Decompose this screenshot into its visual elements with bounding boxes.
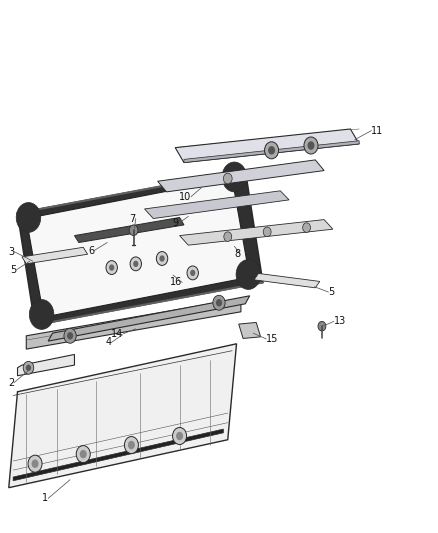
Text: 10: 10 <box>179 192 191 201</box>
Polygon shape <box>184 141 359 163</box>
Text: 2: 2 <box>8 378 14 387</box>
Circle shape <box>29 300 54 329</box>
Circle shape <box>64 328 76 343</box>
Circle shape <box>128 441 135 449</box>
Polygon shape <box>239 322 261 338</box>
Circle shape <box>16 203 41 232</box>
Circle shape <box>236 260 261 289</box>
Polygon shape <box>180 220 333 245</box>
Text: 4: 4 <box>106 337 112 347</box>
Circle shape <box>28 455 42 472</box>
Circle shape <box>190 270 195 276</box>
Polygon shape <box>13 429 223 481</box>
Circle shape <box>133 261 138 267</box>
Text: 16: 16 <box>170 278 182 287</box>
Text: 8: 8 <box>234 249 240 259</box>
Text: 9: 9 <box>173 219 179 228</box>
Text: 1: 1 <box>42 494 48 503</box>
Polygon shape <box>26 298 241 349</box>
Polygon shape <box>18 171 263 325</box>
Text: 7: 7 <box>130 214 136 223</box>
Circle shape <box>224 232 232 241</box>
Circle shape <box>216 299 222 306</box>
Circle shape <box>23 361 34 374</box>
Circle shape <box>129 225 138 236</box>
Circle shape <box>303 223 311 232</box>
Polygon shape <box>18 354 74 376</box>
Circle shape <box>318 321 326 331</box>
Circle shape <box>304 137 318 154</box>
Circle shape <box>159 255 165 262</box>
Circle shape <box>263 227 271 237</box>
Text: 13: 13 <box>334 317 346 326</box>
Circle shape <box>67 332 73 340</box>
Circle shape <box>213 295 225 310</box>
Polygon shape <box>22 247 88 264</box>
Circle shape <box>80 450 87 458</box>
Polygon shape <box>26 179 250 317</box>
Circle shape <box>223 173 232 184</box>
Polygon shape <box>158 160 324 192</box>
Polygon shape <box>74 217 184 243</box>
Circle shape <box>265 142 279 159</box>
Circle shape <box>268 146 275 155</box>
Circle shape <box>106 261 117 274</box>
Polygon shape <box>175 129 359 163</box>
Circle shape <box>32 459 39 468</box>
Polygon shape <box>145 191 289 219</box>
Circle shape <box>130 257 141 271</box>
Text: 14: 14 <box>111 329 124 338</box>
Text: 11: 11 <box>371 126 384 135</box>
Circle shape <box>307 141 314 150</box>
Text: 5: 5 <box>328 287 335 297</box>
Circle shape <box>76 446 90 463</box>
Circle shape <box>173 427 187 445</box>
Polygon shape <box>9 344 237 488</box>
Circle shape <box>109 264 114 271</box>
Circle shape <box>222 162 247 192</box>
Circle shape <box>124 437 138 454</box>
Text: 15: 15 <box>266 334 279 344</box>
Text: 3: 3 <box>8 247 14 256</box>
Text: 5: 5 <box>11 265 17 274</box>
Text: 6: 6 <box>88 246 94 255</box>
Circle shape <box>187 266 198 280</box>
Circle shape <box>176 432 183 440</box>
Polygon shape <box>254 273 320 288</box>
Circle shape <box>156 252 168 265</box>
Polygon shape <box>48 296 250 341</box>
Circle shape <box>26 365 31 371</box>
